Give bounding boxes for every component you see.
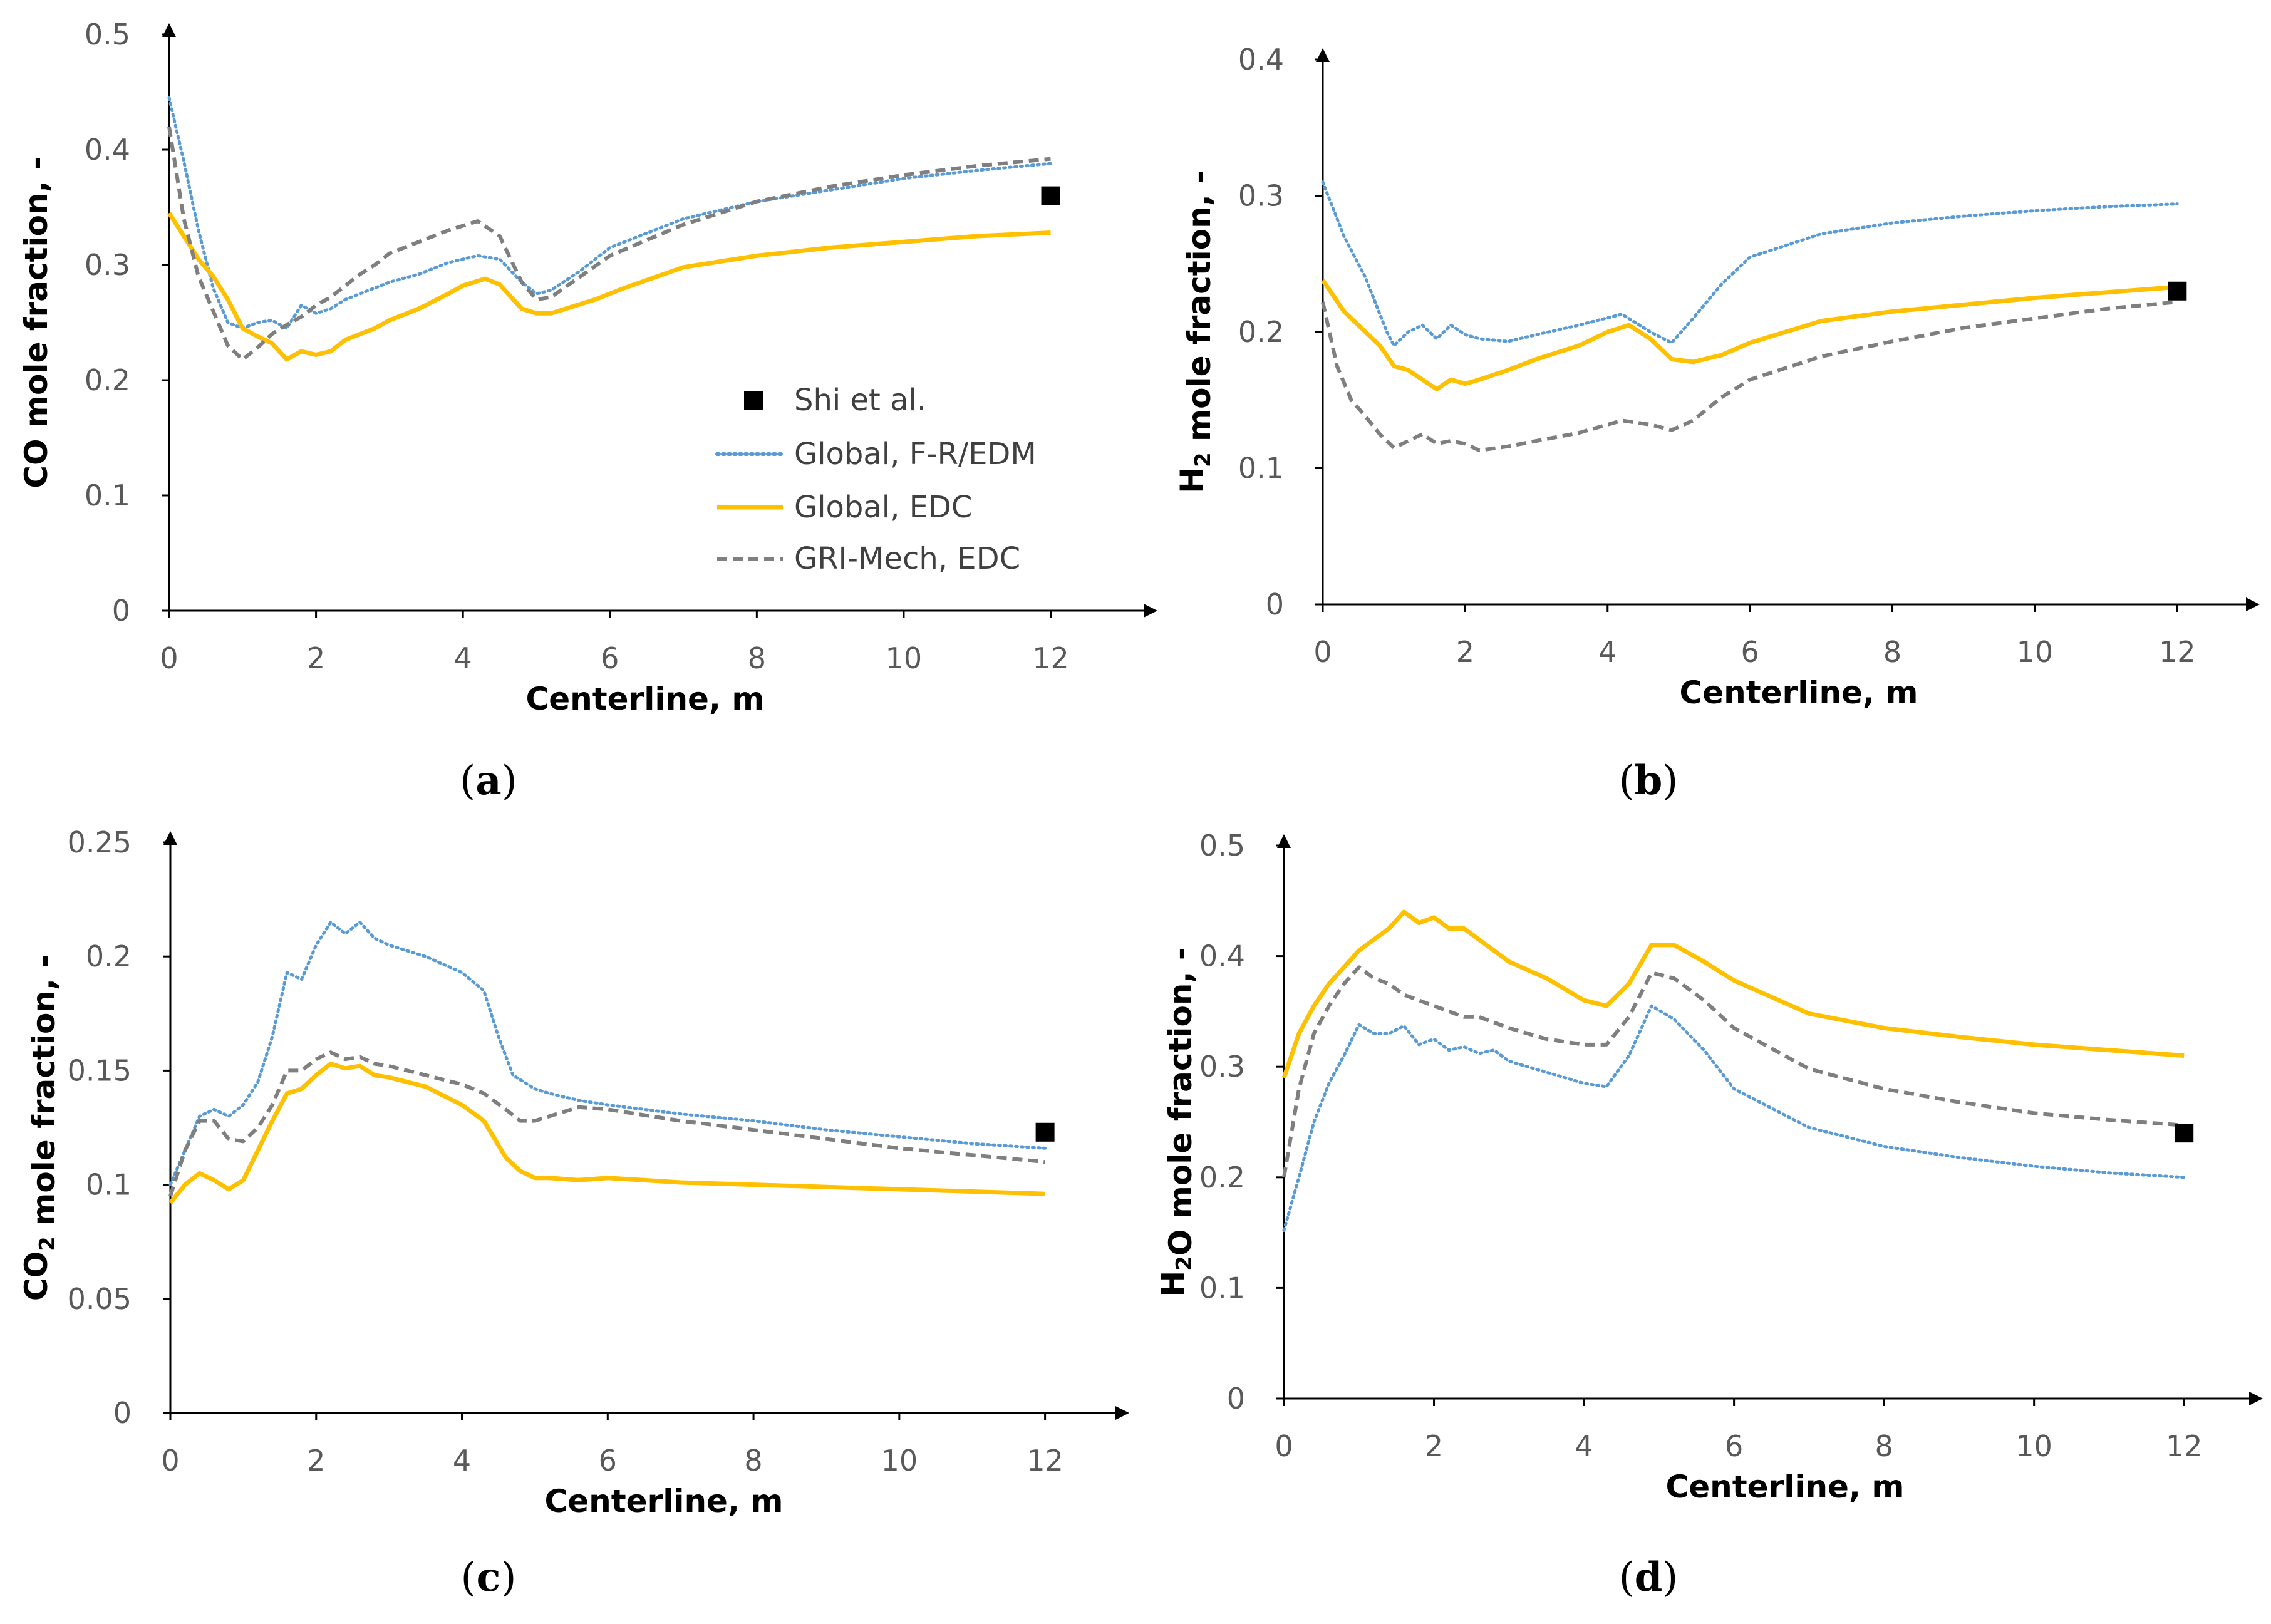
- x-tick-label: 12: [1027, 1444, 1063, 1477]
- y-tick-label: 0.3: [1238, 179, 1284, 213]
- y-tick-label: 0.4: [1238, 43, 1284, 76]
- x-tick-label: 6: [1725, 1429, 1743, 1463]
- y-tick-label: 0.3: [1199, 1050, 1245, 1084]
- series-line-griEdc: [167, 126, 1051, 361]
- series-line-globalEdc: [168, 1062, 1045, 1204]
- x-tick-label: 8: [1875, 1429, 1893, 1463]
- y-tick-label: 0.4: [85, 133, 130, 167]
- y-tick-label: 0.1: [85, 478, 130, 512]
- series-line-globalEdc: [167, 212, 1051, 362]
- series-line-griEdc: [1321, 300, 2178, 453]
- data-point-shi: [2175, 1124, 2194, 1143]
- data-point-shi: [1041, 186, 1060, 205]
- y-axis-title: H2O mole fraction, -: [1155, 947, 1199, 1296]
- x-tick-label: 12: [1032, 641, 1069, 675]
- y-tick-label: 0: [1227, 1382, 1245, 1415]
- x-tick-label: 4: [1575, 1429, 1593, 1463]
- x-axis-title: Centerline, m: [545, 1483, 784, 1519]
- y-axis-title: CO mole fraction, -: [18, 157, 54, 488]
- x-tick-label: 12: [2159, 635, 2196, 669]
- legend-label-fr-edm: Global, F-R/EDM: [794, 437, 1037, 472]
- x-tick-label: 2: [1425, 1429, 1443, 1463]
- x-tick-label: 8: [748, 641, 766, 675]
- x-tick-label: 12: [2166, 1429, 2203, 1463]
- legend-label-global-edc: Global, EDC: [794, 490, 972, 525]
- x-tick-label: 4: [454, 641, 472, 675]
- panel-tag: (a): [460, 757, 517, 804]
- x-tick-label: 10: [881, 1444, 918, 1477]
- series-line-frEdm: [168, 921, 1047, 1187]
- x-axis-title: Centerline, m: [526, 681, 765, 717]
- y-tick-label: 0.15: [68, 1053, 132, 1087]
- y-tick-label: 0.05: [68, 1282, 132, 1316]
- x-tick-label: 2: [307, 1444, 325, 1477]
- x-tick-label: 4: [1598, 635, 1617, 669]
- x-tick-label: 8: [744, 1444, 762, 1477]
- legend: Shi et al. Global, F-R/EDM Global, EDC G…: [715, 383, 1037, 576]
- legend-label-shi: Shi et al.: [794, 383, 926, 418]
- x-tick-label: 10: [2015, 1429, 2052, 1463]
- y-tick-label: 0.5: [1199, 829, 1245, 862]
- panel-tag: (b): [1619, 757, 1679, 804]
- x-tick-label: 0: [1313, 635, 1332, 669]
- y-tick-label: 0.1: [1238, 452, 1284, 485]
- panel-d: 0 2 4 6 8 10 12 0 0.1 0.2 0.3 0.4 0.5 Centerline, m H2…: [1155, 829, 2263, 1601]
- y-tick-label: 0: [113, 1396, 132, 1430]
- legend-label-gri-edc: GRI-Mech, EDC: [794, 541, 1020, 576]
- legend-marker-shi: [744, 391, 763, 410]
- x-tick-label: 10: [886, 641, 923, 675]
- panel-tag: (c): [461, 1554, 517, 1601]
- y-tick-label: 0: [112, 594, 130, 628]
- x-axis-arrow-icon: [2246, 597, 2260, 611]
- panel-c: 0 2 4 6 8 10 12 0 0.05 0.1 0.15 0.2 0.25 Centerline, …: [18, 825, 1129, 1601]
- y-tick-label: 0.2: [1199, 1161, 1245, 1194]
- series-line-griEdc: [168, 1050, 1045, 1197]
- x-axis-arrow-icon: [1115, 1406, 1129, 1420]
- y-tick-label: 0.4: [1199, 939, 1245, 973]
- panel-tag: (d): [1619, 1554, 1679, 1601]
- series-line-globalEdc: [1321, 279, 2178, 391]
- x-tick-label: 2: [307, 641, 325, 675]
- y-tick-label: 0.3: [85, 248, 130, 282]
- panel-a: 0 2 4 6 8 10 12 0 0.1 0.2 0.3 0.4 0.5 Centerline, m CO…: [18, 18, 1157, 804]
- x-tick-label: 10: [2017, 635, 2054, 669]
- x-tick-label: 2: [1456, 635, 1474, 669]
- x-tick-label: 0: [160, 641, 178, 675]
- y-tick-label: 0.1: [1199, 1271, 1245, 1305]
- x-tick-label: 6: [599, 1444, 617, 1477]
- x-axis-arrow-icon: [1144, 604, 1157, 618]
- x-tick-label: 0: [161, 1444, 179, 1477]
- y-axis-title: CO2 mole fraction, -: [18, 954, 62, 1301]
- x-axis-title: Centerline, m: [1680, 675, 1918, 711]
- x-tick-label: 0: [1275, 1429, 1293, 1463]
- x-tick-label: 4: [453, 1444, 471, 1477]
- x-axis-title: Centerline, m: [1666, 1469, 1905, 1505]
- y-tick-label: 0.1: [86, 1168, 132, 1202]
- y-tick-label: 0.2: [1238, 315, 1284, 349]
- data-point-shi: [2168, 281, 2187, 301]
- data-point-shi: [1035, 1122, 1055, 1142]
- y-tick-label: 0.25: [68, 825, 132, 859]
- series-line-frEdm: [1321, 180, 2179, 348]
- series-line-frEdm: [1282, 1004, 2186, 1233]
- x-axis-arrow-icon: [2249, 1392, 2263, 1405]
- y-tick-label: 0.5: [85, 18, 130, 51]
- y-axis-title: H2 mole fraction, -: [1174, 170, 1218, 494]
- x-tick-label: 8: [1883, 635, 1901, 669]
- series-line-globalEdc: [1281, 909, 2185, 1079]
- y-tick-label: 0: [1266, 587, 1284, 621]
- series-line-griEdc: [1282, 965, 2185, 1178]
- x-tick-label: 6: [1741, 635, 1759, 669]
- y-tick-label: 0.2: [86, 939, 132, 973]
- x-tick-label: 6: [601, 641, 619, 675]
- panel-b: 0 2 4 6 8 10 12 0 0.1 0.2 0.3 0.4 Centerline, m H2 mo…: [1174, 43, 2260, 804]
- y-tick-label: 0.2: [85, 363, 130, 397]
